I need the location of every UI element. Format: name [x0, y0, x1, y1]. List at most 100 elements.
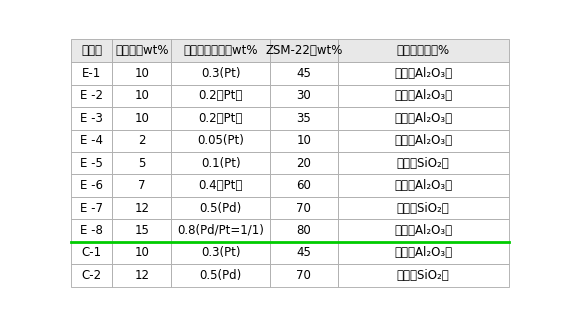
Bar [171, 62, 270, 85]
Bar [71, 197, 112, 219]
Bar [71, 152, 112, 175]
Text: 5: 5 [138, 157, 145, 170]
Bar [270, 62, 338, 85]
Text: 平衡（Al₂O₃）: 平衡（Al₂O₃） [394, 89, 452, 102]
Bar [270, 264, 338, 287]
Text: 7: 7 [138, 179, 146, 192]
Text: C-2: C-2 [81, 269, 102, 282]
Text: 加氢活性组分，wt%: 加氢活性组分，wt% [184, 44, 258, 57]
Bar [338, 242, 508, 264]
Text: 0.05(Pt): 0.05(Pt) [197, 134, 244, 147]
Bar [71, 39, 112, 62]
Text: 平衡（Al₂O₃）: 平衡（Al₂O₃） [394, 224, 452, 237]
Text: 0.8(Pd/Pt=1/1): 0.8(Pd/Pt=1/1) [177, 224, 264, 237]
Bar [71, 242, 112, 264]
Bar [171, 39, 270, 62]
Bar [338, 85, 508, 107]
Bar [338, 107, 508, 129]
Text: 15: 15 [134, 224, 149, 237]
Bar [171, 85, 270, 107]
Bar [71, 219, 112, 242]
Bar [71, 107, 112, 129]
Text: 0.2（Pt）: 0.2（Pt） [198, 112, 243, 125]
Text: 12: 12 [134, 202, 149, 214]
Bar [338, 264, 508, 287]
Bar [112, 242, 171, 264]
Bar [112, 129, 171, 152]
Bar [71, 129, 112, 152]
Text: 催化剂: 催化剂 [81, 44, 102, 57]
Text: 平衡（Al₂O₃）: 平衡（Al₂O₃） [394, 179, 452, 192]
Bar [112, 152, 171, 175]
Text: 平衡（Al₂O₃）: 平衡（Al₂O₃） [394, 67, 452, 80]
Bar [112, 39, 171, 62]
Text: E -2: E -2 [80, 89, 103, 102]
Bar [338, 152, 508, 175]
Bar [71, 175, 112, 197]
Text: 平衡（Al₂O₃）: 平衡（Al₂O₃） [394, 134, 452, 147]
Text: 35: 35 [297, 112, 311, 125]
Text: 0.2（Pt）: 0.2（Pt） [198, 89, 243, 102]
Bar [171, 219, 270, 242]
Text: 0.5(Pd): 0.5(Pd) [199, 269, 242, 282]
Bar [112, 62, 171, 85]
Text: 造孔剂，wt%: 造孔剂，wt% [115, 44, 168, 57]
Bar [270, 152, 338, 175]
Bar [71, 264, 112, 287]
Text: 10: 10 [134, 89, 149, 102]
Bar [112, 264, 171, 287]
Bar [270, 197, 338, 219]
Text: 10: 10 [297, 134, 311, 147]
Bar [270, 175, 338, 197]
Bar [338, 129, 508, 152]
Text: E -6: E -6 [80, 179, 103, 192]
Text: 30: 30 [297, 89, 311, 102]
Text: 平衡（SiO₂）: 平衡（SiO₂） [397, 157, 450, 170]
Text: 12: 12 [134, 269, 149, 282]
Text: 平衡（SiO₂）: 平衡（SiO₂） [397, 202, 450, 214]
Text: 0.1(Pt): 0.1(Pt) [201, 157, 241, 170]
Text: 0.5(Pd): 0.5(Pd) [199, 202, 242, 214]
Bar [171, 175, 270, 197]
Text: 0.3(Pt): 0.3(Pt) [201, 246, 240, 260]
Text: E-1: E-1 [82, 67, 101, 80]
Bar [270, 107, 338, 129]
Bar [171, 152, 270, 175]
Text: 10: 10 [134, 112, 149, 125]
Bar [270, 85, 338, 107]
Text: E -8: E -8 [80, 224, 103, 237]
Text: 平衡（Al₂O₃）: 平衡（Al₂O₃） [394, 246, 452, 260]
Text: 80: 80 [297, 224, 311, 237]
Text: E -7: E -7 [80, 202, 103, 214]
Text: 45: 45 [297, 67, 311, 80]
Text: 耐熔氧化物，%: 耐熔氧化物，% [397, 44, 450, 57]
Bar [338, 39, 508, 62]
Text: 0.4（Pt）: 0.4（Pt） [198, 179, 243, 192]
Bar [171, 242, 270, 264]
Bar [171, 264, 270, 287]
Bar [71, 85, 112, 107]
Bar [171, 129, 270, 152]
Text: 70: 70 [297, 202, 311, 214]
Text: 20: 20 [297, 157, 311, 170]
Bar [71, 62, 112, 85]
Bar [270, 39, 338, 62]
Text: 平衡（Al₂O₃）: 平衡（Al₂O₃） [394, 112, 452, 125]
Bar [112, 175, 171, 197]
Bar [171, 197, 270, 219]
Bar [338, 62, 508, 85]
Text: E -5: E -5 [80, 157, 103, 170]
Text: E -3: E -3 [80, 112, 103, 125]
Text: 10: 10 [134, 67, 149, 80]
Bar [270, 219, 338, 242]
Bar [338, 219, 508, 242]
Bar [112, 107, 171, 129]
Text: E -4: E -4 [80, 134, 103, 147]
Bar [338, 175, 508, 197]
Bar [171, 107, 270, 129]
Bar [112, 85, 171, 107]
Bar [270, 129, 338, 152]
Text: 平衡（SiO₂）: 平衡（SiO₂） [397, 269, 450, 282]
Text: 0.3(Pt): 0.3(Pt) [201, 67, 240, 80]
Text: 10: 10 [134, 246, 149, 260]
